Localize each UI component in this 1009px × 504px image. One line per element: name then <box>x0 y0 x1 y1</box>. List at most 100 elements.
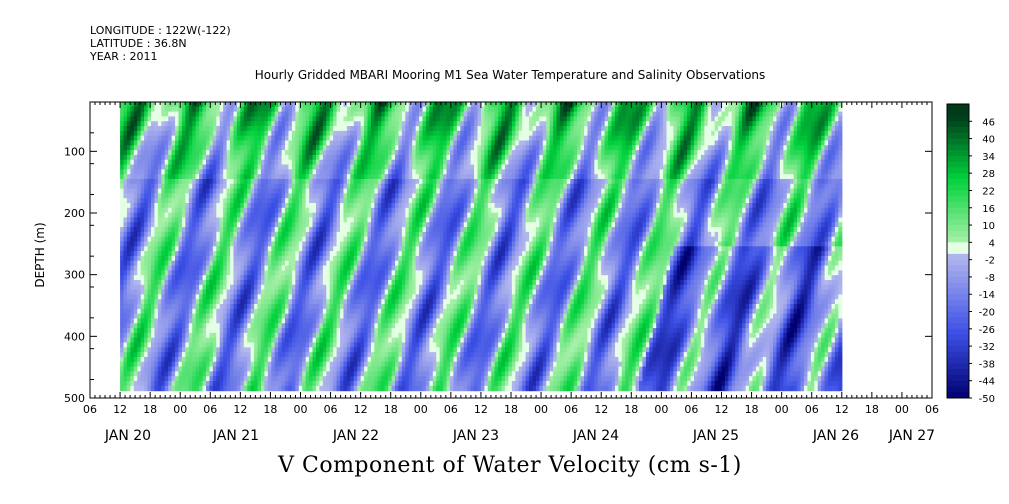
heatmap-cell <box>133 183 138 190</box>
heatmap-cell <box>329 337 334 344</box>
heatmap-cell <box>123 154 128 161</box>
heatmap-cell <box>285 279 290 286</box>
heatmap-cell <box>384 332 389 339</box>
heatmap-cell <box>144 284 149 291</box>
heatmap-cell <box>209 154 214 161</box>
heatmap-cell <box>267 227 272 233</box>
heatmap-cell <box>147 236 152 243</box>
heatmap-cell <box>302 217 307 223</box>
heatmap-cell <box>360 183 365 190</box>
heatmap-cell <box>384 135 389 142</box>
heatmap-cell <box>298 241 303 247</box>
heatmap-cell <box>212 270 217 276</box>
heatmap-cell <box>305 140 310 146</box>
heatmap-cell <box>288 318 293 324</box>
heatmap-cell <box>219 304 224 310</box>
heatmap-cell <box>329 154 334 161</box>
heatmap-cell <box>305 347 310 353</box>
heatmap-cell <box>181 265 186 271</box>
heatmap-cell <box>260 385 266 392</box>
heatmap-cell <box>257 140 262 146</box>
heatmap-cell <box>315 313 321 320</box>
heatmap-cell <box>151 313 156 320</box>
heatmap-cell <box>343 299 348 305</box>
heatmap-cell <box>195 169 200 175</box>
heatmap-cell <box>154 313 159 320</box>
heatmap-cell <box>164 241 169 247</box>
heatmap-cell <box>161 222 166 228</box>
heatmap-cell <box>309 169 314 175</box>
heatmap-cell <box>302 236 307 243</box>
heatmap-cell <box>175 178 180 185</box>
heatmap-cell <box>353 164 358 170</box>
heatmap-cell <box>302 337 307 344</box>
heatmap-cell <box>178 154 183 161</box>
heatmap-cell <box>343 212 348 219</box>
heatmap-cell <box>267 106 272 113</box>
heatmap-cell <box>157 111 162 118</box>
heatmap-cell <box>291 260 296 267</box>
heatmap-cell <box>185 318 190 324</box>
heatmap-cell <box>243 236 248 243</box>
heatmap-cell <box>377 111 382 118</box>
heatmap-cell <box>346 270 351 276</box>
heatmap-cell <box>384 270 389 276</box>
heatmap-cell <box>322 347 327 353</box>
heatmap-cell <box>236 289 241 295</box>
heatmap-cell <box>147 188 152 194</box>
heatmap-cell <box>202 164 207 170</box>
heatmap-cell <box>199 212 204 219</box>
heatmap-cell <box>315 366 321 372</box>
heatmap-cell <box>188 352 193 358</box>
heatmap-cell <box>340 217 345 223</box>
heatmap-cell <box>333 154 338 161</box>
heatmap-cell <box>302 193 307 199</box>
heatmap-cell <box>254 380 259 387</box>
heatmap-cell <box>267 376 272 382</box>
heatmap-cell <box>209 106 214 113</box>
heatmap-cell <box>254 150 259 156</box>
heatmap-cell <box>144 188 149 194</box>
heatmap-cell <box>398 159 403 166</box>
heatmap-cell <box>233 308 238 315</box>
heatmap-cell <box>267 246 272 252</box>
heatmap-cell <box>384 116 389 122</box>
heatmap-cell <box>312 251 317 257</box>
heatmap-cell <box>133 236 138 243</box>
heatmap-cell <box>254 106 259 113</box>
heatmap-cell <box>343 236 348 243</box>
heatmap-cell <box>123 164 128 170</box>
heatmap-cell <box>336 299 341 305</box>
heatmap-cell <box>130 121 135 127</box>
heatmap-cell <box>209 102 214 108</box>
heatmap-cell <box>236 385 241 392</box>
heatmap-cell <box>288 222 293 228</box>
heatmap-cell <box>250 154 255 161</box>
heatmap-cell <box>322 313 327 320</box>
heatmap-cell <box>247 361 252 368</box>
heatmap-cell <box>343 227 348 233</box>
heatmap-cell <box>346 255 351 262</box>
heatmap-cell <box>398 323 403 329</box>
heatmap-cell <box>360 159 365 166</box>
heatmap-cell <box>243 212 248 219</box>
heatmap-cell <box>209 361 214 368</box>
heatmap-cell <box>288 299 293 305</box>
heatmap-cell <box>281 169 286 175</box>
heatmap-cell <box>343 275 348 281</box>
heatmap-cell <box>319 328 324 334</box>
heatmap-cell <box>202 212 207 219</box>
heatmap-cell <box>391 203 396 209</box>
heatmap-cell <box>164 265 169 271</box>
heatmap-cell <box>322 361 327 368</box>
heatmap-cell <box>322 231 327 238</box>
heatmap-cell <box>350 270 355 276</box>
heatmap-cell <box>223 347 228 353</box>
heatmap-cell <box>137 347 142 353</box>
heatmap-cell <box>164 222 169 228</box>
heatmap-cell <box>298 121 303 127</box>
heatmap-cell <box>340 294 345 300</box>
heatmap-cell <box>340 121 345 127</box>
heatmap-cell <box>236 222 241 228</box>
heatmap-cell <box>353 255 358 262</box>
